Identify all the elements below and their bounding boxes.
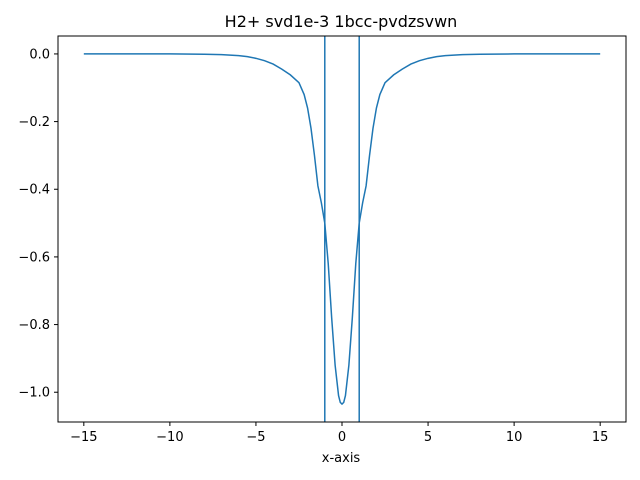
x-tick-label: 0 xyxy=(338,430,346,445)
chart-title: H2+ svd1e-3 1bcc-pvdzsvwn xyxy=(225,12,458,31)
x-tick-label: 10 xyxy=(506,430,523,445)
plot-frame xyxy=(57,35,627,423)
x-tick-label: −15 xyxy=(70,430,97,445)
x-tick-label: −5 xyxy=(246,430,265,445)
y-tick-label: 0.0 xyxy=(29,47,50,62)
series-line xyxy=(83,53,601,406)
x-axis-label: x-axis xyxy=(322,451,361,466)
y-tick-label: −0.8 xyxy=(18,318,50,333)
x-tick-label: 15 xyxy=(592,430,609,445)
y-tick-label: −0.6 xyxy=(18,250,50,265)
y-tick-label: −0.2 xyxy=(18,115,50,130)
x-tick-label: 5 xyxy=(424,430,432,445)
y-tick-label: −0.4 xyxy=(18,183,50,198)
y-tick-label: −1.0 xyxy=(18,386,50,401)
x-tick-label: −10 xyxy=(156,430,183,445)
